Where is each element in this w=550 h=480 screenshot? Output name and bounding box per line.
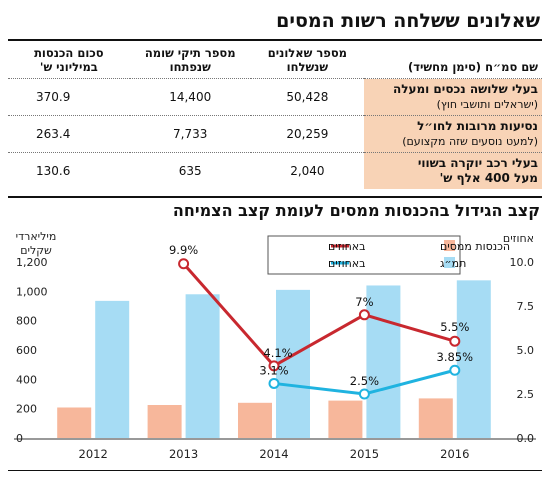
right-axis-label: אחוזים (503, 232, 534, 245)
revenue-cell: 130.6 (8, 152, 130, 189)
right-tick-label: 10.0 (510, 256, 535, 269)
column-header: מספר שאלונים שנשלחו (267, 46, 347, 74)
legend-bar-swatch (444, 240, 455, 251)
right-tick-label: 7.5 (517, 300, 535, 313)
bottom-divider (8, 470, 542, 471)
right-tick-label: 0.0 (517, 432, 535, 445)
left-axis-label: מיליארדי (16, 230, 57, 243)
data-label: 3.1% (259, 363, 288, 377)
column-header: מספר תיקי שומה שנפתחו (144, 46, 236, 74)
legend-bar-label: הכנסות ממסים (440, 240, 510, 253)
left-tick-label: 800 (16, 315, 37, 328)
left-tick-label: 0 (16, 432, 23, 445)
row-sublabel: (למעט נוסעים שזה מקצועם) (402, 135, 538, 148)
data-label: 5.5% (440, 320, 469, 334)
row-label: בעלי רכב יוקרה בשווי (417, 156, 538, 170)
x-tick-label: 2016 (440, 447, 469, 461)
tax-revenue-bar (238, 402, 272, 438)
right-tick-label: 5.0 (517, 344, 535, 357)
questionnaires-cell: 2,040 (250, 152, 364, 189)
gdp-growth-point (358, 388, 370, 400)
x-tick-label: 2015 (350, 447, 379, 461)
left-tick-label: 1,000 (16, 285, 48, 298)
row-sublabel: מעל 400 אלף ש' (439, 171, 538, 185)
revenue-cell: 370.9 (8, 78, 130, 116)
gdp-bar (276, 289, 310, 438)
left-tick-label: 600 (16, 344, 37, 357)
data-label: 3.85% (437, 350, 474, 364)
page-title: שאלונים ששלחה רשות המסים (276, 10, 540, 32)
row-sublabel: (ישראלים ותושבי חוץ) (436, 98, 538, 111)
questionnaires-cell: 50,428 (250, 78, 364, 116)
table-header-row: שם סמ״ח (סימן מחשיד) מספר שאלונים שנשלחו… (8, 44, 542, 79)
x-tick-label: 2013 (169, 447, 198, 461)
table-row: בעלי רכב יוקרה בשווי מעל 400 אלף ש' 2,040… (8, 152, 542, 189)
legend-bar-swatch (444, 257, 455, 268)
right-tick-label: 2.5 (517, 388, 535, 401)
gdp-growth-point (268, 377, 280, 389)
gdp-bar (95, 300, 130, 438)
gdp-bar (456, 280, 491, 438)
section-divider (8, 196, 542, 198)
tax-growth-point (449, 335, 461, 347)
files-cell: 635 (129, 152, 251, 189)
tax-growth-line (182, 262, 456, 368)
data-label: 4.1% (263, 346, 292, 360)
row-label: בעלי שלושה נכסים ומעלה (392, 82, 538, 96)
row-category: בעלי רכב יוקרה בשווי מעל 400 אלף ש' (364, 152, 542, 189)
data-label: 7% (355, 295, 373, 309)
data-label: 2.5% (350, 374, 379, 388)
legend-line-label: באחוזים (328, 257, 365, 270)
tax-growth-point (178, 258, 190, 270)
left-tick-label: 400 (16, 373, 37, 386)
tax-revenue-bar (328, 400, 363, 438)
left-axis-label: שקלים (20, 244, 52, 257)
legend-box (267, 235, 461, 275)
tax-growth-point (268, 360, 280, 372)
questionnaire-table: שם סמ״ח (סימן מחשיד) מספר שאלונים שנשלחו… (8, 44, 542, 189)
left-tick-label: 1,200 (16, 256, 48, 269)
files-cell: 7,733 (129, 115, 251, 153)
tax-growth-point (358, 309, 370, 321)
title-divider (8, 39, 542, 41)
row-category: נסיעות מרובות לחו״ל (למעט נוסעים שזה מקצו… (364, 115, 542, 153)
tax-revenue-bar (57, 407, 92, 438)
row-category: בעלי שלושה נכסים ומעלה (ישראלים ותושבי חו… (364, 78, 542, 116)
x-tick-label: 2014 (259, 447, 288, 461)
questionnaires-cell: 20,259 (250, 115, 364, 153)
tax-revenue-bar (147, 405, 182, 438)
revenue-cell: 263.4 (8, 115, 130, 153)
legend-line-label: באחוזים (328, 240, 365, 253)
table-row: בעלי שלושה נכסים ומעלה (ישראלים ותושבי חו… (8, 78, 542, 116)
gdp-bar (366, 285, 401, 438)
files-cell: 14,400 (129, 78, 251, 116)
chart-title: קצב הגידול בהכנסות ממסים לעומת קצב הצמיח… (172, 201, 540, 220)
row-label: נסיעות מרובות לחו״ל (417, 119, 538, 133)
left-tick-label: 200 (16, 403, 37, 416)
legend-bar-label: תמ״ג (440, 257, 466, 270)
gdp-growth-point (449, 364, 461, 376)
x-tick-label: 2012 (79, 447, 108, 461)
gdp-bar (185, 294, 220, 438)
column-header: שם סמ״ח (סימן מחשיד) (407, 60, 538, 74)
tax-revenue-bar (418, 398, 453, 438)
column-header: סכום הכנסות במיליוני ש' (34, 46, 104, 74)
table-row: נסיעות מרובות לחו״ל (למעט נוסעים שזה מקצו… (8, 115, 542, 153)
data-label: 9.9% (169, 243, 198, 257)
